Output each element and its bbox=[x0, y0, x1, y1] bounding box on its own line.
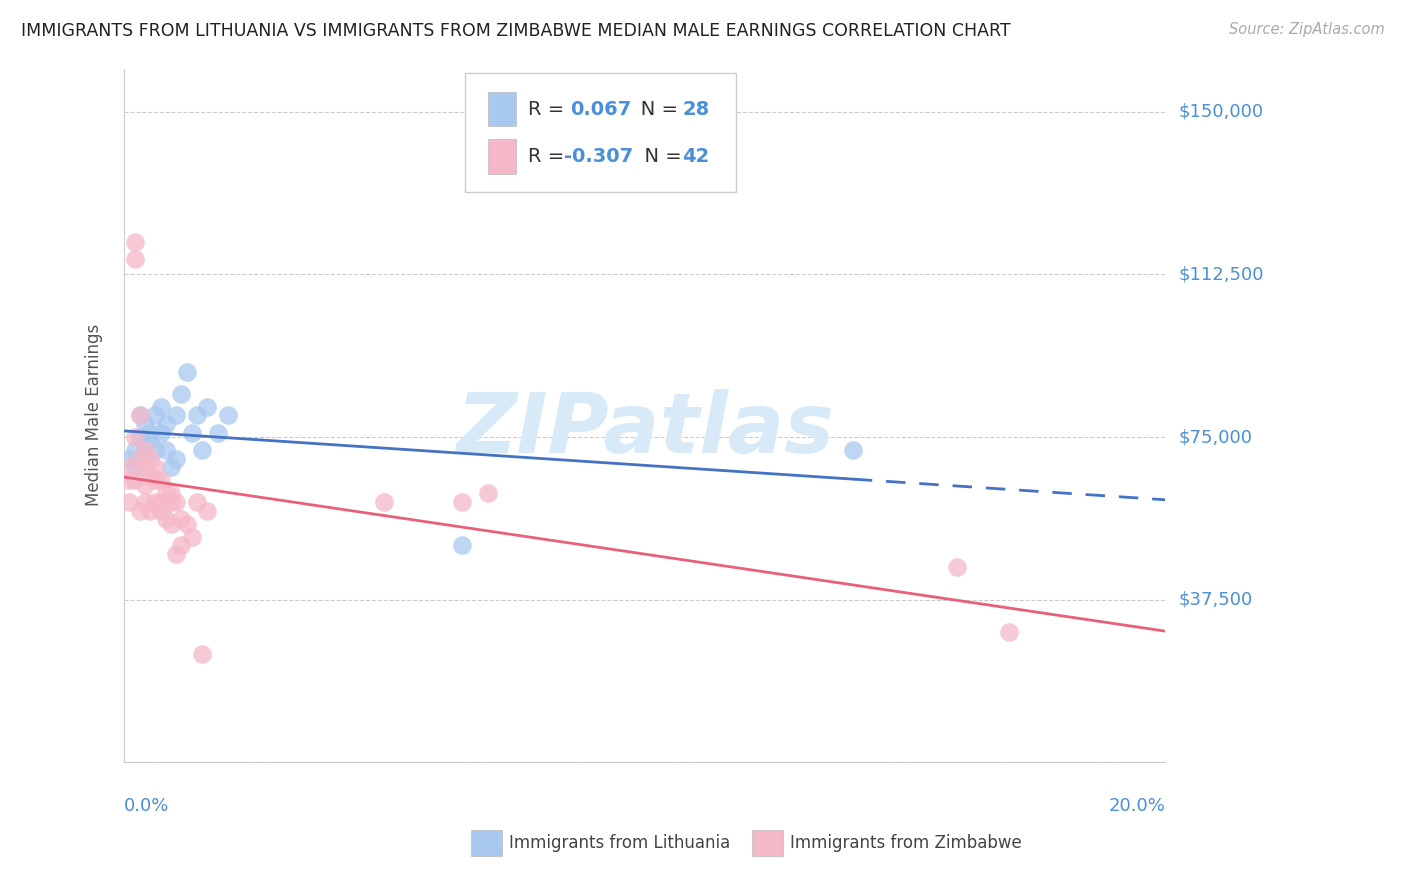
Point bbox=[160, 516, 183, 531]
Point bbox=[946, 560, 969, 574]
Point bbox=[143, 443, 166, 458]
Point bbox=[217, 409, 239, 423]
FancyBboxPatch shape bbox=[488, 92, 516, 127]
Point bbox=[124, 252, 146, 267]
FancyBboxPatch shape bbox=[488, 139, 516, 174]
Point bbox=[191, 647, 214, 661]
Text: 0.0%: 0.0% bbox=[124, 797, 170, 815]
Point bbox=[139, 504, 162, 518]
Point bbox=[128, 430, 150, 444]
Point bbox=[186, 409, 208, 423]
Point bbox=[143, 409, 166, 423]
Point bbox=[998, 625, 1021, 640]
Point bbox=[128, 409, 150, 423]
Point bbox=[139, 434, 162, 449]
Point bbox=[165, 495, 187, 509]
Text: $150,000: $150,000 bbox=[1180, 103, 1264, 121]
Text: N =: N = bbox=[621, 100, 683, 119]
Point bbox=[128, 504, 150, 518]
Point bbox=[165, 451, 187, 466]
Point bbox=[134, 443, 156, 458]
Point bbox=[191, 443, 214, 458]
Y-axis label: Median Male Earnings: Median Male Earnings bbox=[86, 325, 103, 507]
Point bbox=[124, 460, 146, 475]
Text: 42: 42 bbox=[682, 147, 709, 166]
Text: $37,500: $37,500 bbox=[1180, 591, 1253, 608]
Point bbox=[197, 400, 219, 414]
Point bbox=[180, 530, 202, 544]
Point bbox=[149, 400, 172, 414]
Point bbox=[118, 451, 141, 466]
Point bbox=[134, 417, 156, 431]
Text: 28: 28 bbox=[682, 100, 709, 119]
Text: IMMIGRANTS FROM LITHUANIA VS IMMIGRANTS FROM ZIMBABWE MEDIAN MALE EARNINGS CORRE: IMMIGRANTS FROM LITHUANIA VS IMMIGRANTS … bbox=[21, 22, 1011, 40]
Point bbox=[139, 469, 162, 483]
Point bbox=[124, 443, 146, 458]
Point bbox=[143, 474, 166, 488]
Point bbox=[451, 495, 474, 509]
Text: $75,000: $75,000 bbox=[1180, 428, 1253, 446]
Point bbox=[155, 443, 177, 458]
Point bbox=[451, 538, 474, 552]
Point bbox=[477, 486, 499, 500]
Point bbox=[149, 425, 172, 440]
Point bbox=[118, 474, 141, 488]
Point bbox=[143, 460, 166, 475]
Point bbox=[155, 512, 177, 526]
Point bbox=[128, 451, 150, 466]
Point bbox=[134, 495, 156, 509]
Text: ZIPatlas: ZIPatlas bbox=[456, 389, 834, 470]
Point bbox=[118, 495, 141, 509]
Point bbox=[134, 477, 156, 491]
Text: Source: ZipAtlas.com: Source: ZipAtlas.com bbox=[1229, 22, 1385, 37]
Point bbox=[176, 516, 198, 531]
Point bbox=[155, 486, 177, 500]
Point bbox=[160, 460, 183, 475]
Point bbox=[124, 474, 146, 488]
Point bbox=[128, 409, 150, 423]
Text: N =: N = bbox=[633, 147, 688, 166]
Point bbox=[165, 547, 187, 561]
Point bbox=[170, 512, 193, 526]
Point bbox=[373, 495, 395, 509]
Point bbox=[134, 443, 156, 458]
Point bbox=[134, 460, 156, 475]
Point bbox=[139, 425, 162, 440]
Point bbox=[149, 474, 172, 488]
Text: -0.307: -0.307 bbox=[564, 147, 634, 166]
Point bbox=[124, 430, 146, 444]
Point bbox=[139, 451, 162, 466]
FancyBboxPatch shape bbox=[464, 73, 737, 192]
Point bbox=[176, 365, 198, 379]
Point bbox=[160, 495, 183, 509]
Point bbox=[143, 495, 166, 509]
Text: R =: R = bbox=[529, 147, 571, 166]
Point bbox=[842, 443, 865, 458]
Point bbox=[170, 386, 193, 401]
Text: Immigrants from Lithuania: Immigrants from Lithuania bbox=[509, 834, 730, 852]
Point bbox=[149, 495, 172, 509]
Point bbox=[186, 495, 208, 509]
Point bbox=[180, 425, 202, 440]
Text: R =: R = bbox=[529, 100, 576, 119]
Point bbox=[149, 504, 172, 518]
Point bbox=[170, 538, 193, 552]
Text: 20.0%: 20.0% bbox=[1108, 797, 1166, 815]
Point bbox=[160, 486, 183, 500]
Point bbox=[197, 504, 219, 518]
Point bbox=[165, 409, 187, 423]
Text: 0.067: 0.067 bbox=[569, 100, 631, 119]
Point bbox=[118, 460, 141, 475]
Text: $112,500: $112,500 bbox=[1180, 266, 1264, 284]
Point bbox=[155, 417, 177, 431]
Point bbox=[124, 235, 146, 249]
Point bbox=[207, 425, 229, 440]
Text: Immigrants from Zimbabwe: Immigrants from Zimbabwe bbox=[790, 834, 1022, 852]
